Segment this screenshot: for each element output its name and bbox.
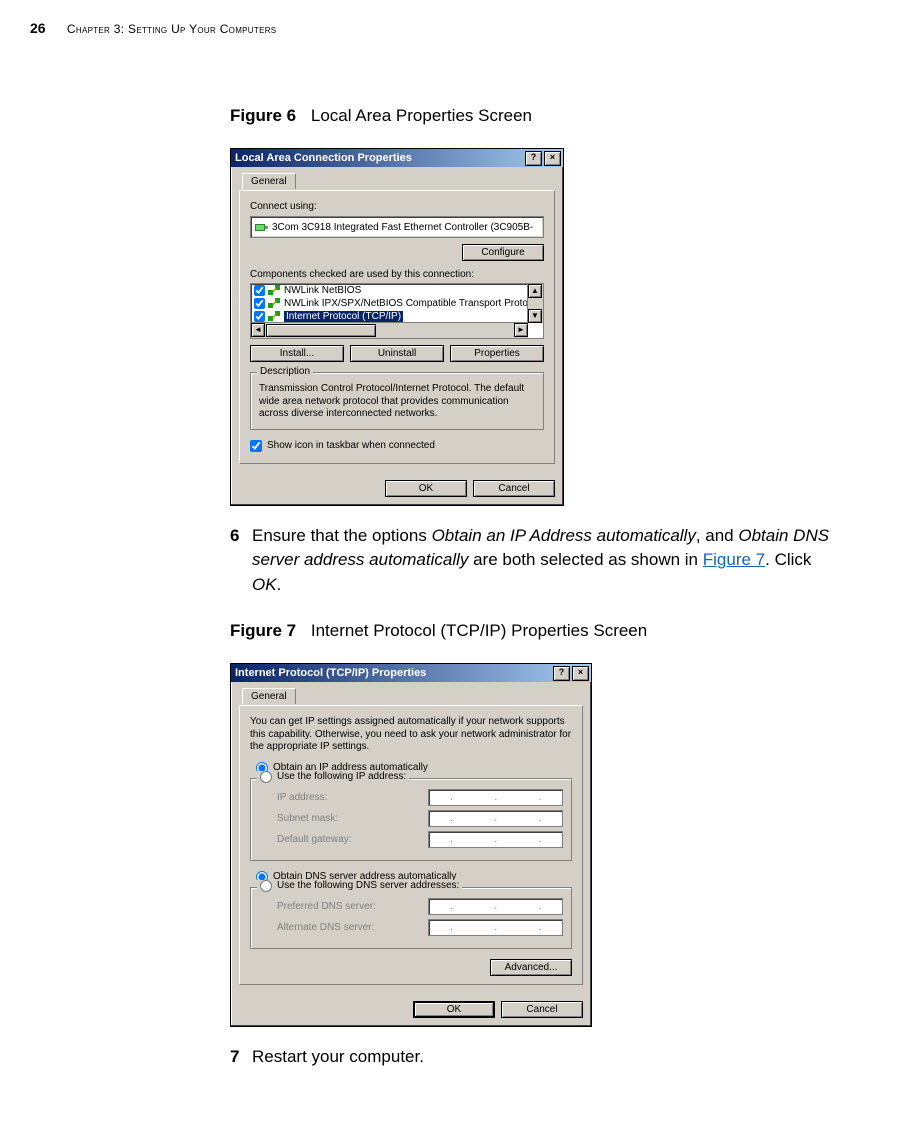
uninstall-button[interactable]: Uninstall bbox=[350, 345, 444, 362]
figure-6-text: Local Area Properties Screen bbox=[311, 106, 532, 125]
ip-address-label: IP address: bbox=[277, 792, 428, 803]
use-dns-radio[interactable] bbox=[260, 880, 272, 892]
use-ip-label: Use the following IP address: bbox=[277, 771, 406, 782]
step-number: 6 bbox=[230, 524, 252, 598]
scroll-down-button[interactable]: ▼ bbox=[528, 309, 542, 323]
cancel-button[interactable]: Cancel bbox=[501, 1001, 583, 1018]
description-text: Transmission Control Protocol/Internet P… bbox=[259, 383, 535, 421]
step-6: 6 Ensure that the options Obtain an IP A… bbox=[230, 524, 831, 598]
list-item-label: NWLink NetBIOS bbox=[284, 285, 361, 296]
scroll-right-button[interactable]: ► bbox=[514, 323, 528, 337]
description-group: Description Transmission Control Protoco… bbox=[250, 372, 544, 430]
ok-button[interactable]: OK bbox=[413, 1001, 495, 1018]
connect-using-label: Connect using: bbox=[250, 201, 544, 212]
list-item-label: NWLink IPX/SPX/NetBIOS Compatible Transp… bbox=[284, 298, 528, 309]
component-checkbox[interactable] bbox=[254, 311, 265, 322]
window-title: Internet Protocol (TCP/IP) Properties bbox=[233, 667, 551, 679]
help-button[interactable]: ? bbox=[525, 151, 542, 166]
alternate-dns-label: Alternate DNS server: bbox=[277, 922, 428, 933]
horizontal-scrollbar[interactable]: ◄ ► bbox=[251, 322, 528, 338]
list-item[interactable]: NWLink IPX/SPX/NetBIOS Compatible Transp… bbox=[251, 297, 543, 310]
configure-button[interactable]: Configure bbox=[462, 244, 544, 261]
use-dns-label: Use the following DNS server addresses: bbox=[277, 880, 459, 891]
figure-7-text: Internet Protocol (TCP/IP) Properties Sc… bbox=[311, 621, 647, 640]
component-checkbox[interactable] bbox=[254, 285, 265, 296]
close-button[interactable]: × bbox=[544, 151, 561, 166]
install-button[interactable]: Install... bbox=[250, 345, 344, 362]
components-listbox[interactable]: NWLink NetBIOS NWLink IPX/SPX/NetBIOS Co… bbox=[250, 283, 544, 339]
show-icon-label: Show icon in taskbar when connected bbox=[267, 440, 435, 451]
advanced-button[interactable]: Advanced... bbox=[490, 959, 572, 976]
component-checkbox[interactable] bbox=[254, 298, 265, 309]
default-gateway-field: ... bbox=[428, 831, 563, 848]
list-item[interactable]: NWLink NetBIOS bbox=[251, 284, 543, 297]
page-number: 26 bbox=[30, 20, 46, 36]
ok-button[interactable]: OK bbox=[385, 480, 467, 497]
default-gateway-label: Default gateway: bbox=[277, 834, 428, 845]
tcpip-properties-dialog: Internet Protocol (TCP/IP) Properties ? … bbox=[230, 663, 592, 1027]
adapter-name: 3Com 3C918 Integrated Fast Ethernet Cont… bbox=[272, 222, 533, 233]
subnet-mask-label: Subnet mask: bbox=[277, 813, 428, 824]
components-label: Components checked are used by this conn… bbox=[250, 269, 544, 280]
cancel-button[interactable]: Cancel bbox=[473, 480, 555, 497]
preferred-dns-label: Preferred DNS server: bbox=[277, 901, 428, 912]
show-icon-checkbox[interactable] bbox=[250, 440, 262, 452]
figure-7-caption: Figure 7 Internet Protocol (TCP/IP) Prop… bbox=[230, 621, 831, 641]
subnet-mask-field: ... bbox=[428, 810, 563, 827]
scroll-up-button[interactable]: ▲ bbox=[528, 284, 542, 298]
help-button[interactable]: ? bbox=[553, 666, 570, 681]
figure-6-caption: Figure 6 Local Area Properties Screen bbox=[230, 106, 831, 126]
ip-address-field: ... bbox=[428, 789, 563, 806]
protocol-icon bbox=[268, 285, 281, 296]
tab-general[interactable]: General bbox=[242, 688, 296, 704]
alternate-dns-field: ... bbox=[428, 919, 563, 936]
titlebar: Internet Protocol (TCP/IP) Properties ? … bbox=[231, 664, 591, 682]
dns-manual-group: Use the following DNS server addresses: … bbox=[250, 887, 572, 949]
scroll-left-button[interactable]: ◄ bbox=[251, 323, 265, 337]
figure-7-label: Figure 7 bbox=[230, 621, 296, 640]
protocol-icon bbox=[268, 311, 281, 322]
step-body: Restart your computer. bbox=[252, 1045, 831, 1070]
intro-text: You can get IP settings assigned automat… bbox=[250, 716, 572, 754]
step-body: Ensure that the options Obtain an IP Add… bbox=[252, 524, 831, 598]
close-button[interactable]: × bbox=[572, 666, 589, 681]
figure-7-link[interactable]: Figure 7 bbox=[703, 550, 765, 569]
properties-button[interactable]: Properties bbox=[450, 345, 544, 362]
step-number: 7 bbox=[230, 1045, 252, 1070]
network-adapter-icon bbox=[255, 222, 268, 233]
preferred-dns-field: ... bbox=[428, 898, 563, 915]
step-7: 7 Restart your computer. bbox=[230, 1045, 831, 1070]
list-item-label: Internet Protocol (TCP/IP) bbox=[284, 311, 403, 322]
local-area-properties-dialog: Local Area Connection Properties ? × Gen… bbox=[230, 148, 564, 506]
ip-manual-group: Use the following IP address: IP address… bbox=[250, 778, 572, 861]
running-header: 26 Chapter 3: Setting Up Your Computers bbox=[30, 20, 851, 36]
chapter-title: Chapter 3: Setting Up Your Computers bbox=[67, 22, 277, 36]
description-legend: Description bbox=[257, 366, 313, 377]
vertical-scrollbar[interactable]: ▲ ▼ bbox=[527, 284, 543, 323]
protocol-icon bbox=[268, 298, 281, 309]
use-ip-radio[interactable] bbox=[260, 771, 272, 783]
tab-general[interactable]: General bbox=[242, 173, 296, 189]
figure-6-label: Figure 6 bbox=[230, 106, 296, 125]
scroll-thumb[interactable] bbox=[266, 324, 376, 337]
adapter-field: 3Com 3C918 Integrated Fast Ethernet Cont… bbox=[250, 216, 544, 238]
titlebar: Local Area Connection Properties ? × bbox=[231, 149, 563, 167]
window-title: Local Area Connection Properties bbox=[233, 152, 523, 164]
